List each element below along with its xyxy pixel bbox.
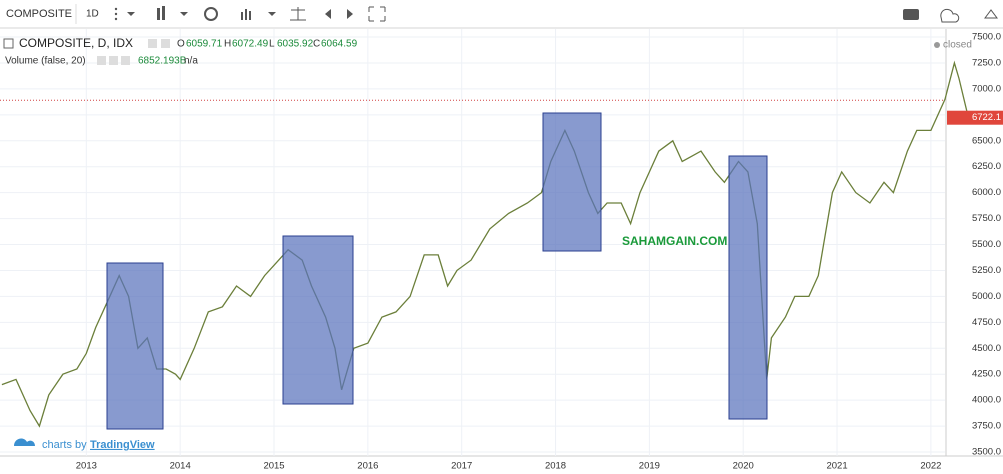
price-axis	[946, 29, 1003, 474]
o-label: O	[177, 39, 185, 50]
y-tick-label: 4000.0	[972, 395, 1001, 406]
x-tick-label: 2021	[826, 461, 847, 472]
watermark: SAHAMGAIN.COM	[622, 234, 727, 248]
y-tick-label: 6000.0	[972, 187, 1001, 198]
legend-title: COMPOSITE, D, IDX	[19, 36, 133, 50]
x-tick-label: 2020	[733, 461, 754, 472]
toolbar	[0, 0, 1003, 28]
c-label: C	[313, 39, 320, 50]
interval-button[interactable]: 1D	[86, 9, 99, 20]
box	[282, 235, 354, 405]
y-tick-label: 5500.0	[972, 239, 1001, 250]
y-tick-label: 6500.0	[972, 135, 1001, 146]
highlight-boxes	[106, 112, 768, 430]
last-price-label: 6722.1	[972, 112, 1001, 123]
y-tick-label: 5750.0	[972, 213, 1001, 224]
y-tick-label: 4500.0	[972, 343, 1001, 354]
y-tick-label: 4750.0	[972, 317, 1001, 328]
legend-icon[interactable]	[148, 39, 157, 48]
x-tick-label: 2018	[545, 461, 566, 472]
x-tick-label: 2022	[920, 461, 941, 472]
x-tick-label: 2016	[357, 461, 378, 472]
volume-value: 6852.193B	[138, 56, 187, 67]
h-label: H	[224, 39, 231, 50]
y-tick-label: 3500.0	[972, 447, 1001, 458]
y-tick-label: 7500.0	[972, 32, 1001, 43]
volume-extra: n/a	[184, 56, 198, 67]
status-dot	[934, 42, 940, 48]
x-tick-label: 2017	[451, 461, 472, 472]
box	[728, 155, 768, 420]
low-value: 6035.92	[277, 39, 314, 50]
market-status: closed	[943, 40, 972, 51]
close-value: 6064.59	[321, 39, 358, 50]
legend-icon[interactable]	[121, 56, 130, 65]
box	[106, 262, 164, 430]
volume-title: Volume (false, 20)	[5, 56, 86, 67]
collapse-icon[interactable]	[3, 38, 14, 49]
y-tick-label: 6250.0	[972, 161, 1001, 172]
symbol-button[interactable]: COMPOSITE	[6, 8, 72, 20]
x-tick-label: 2013	[76, 461, 97, 472]
y-tick-label: 5250.0	[972, 265, 1001, 276]
legend-icon[interactable]	[161, 39, 170, 48]
x-tick-label: 2015	[263, 461, 284, 472]
l-label: L	[269, 39, 275, 50]
x-tick-label: 2019	[639, 461, 660, 472]
last-price-box	[947, 110, 1003, 125]
y-tick-label: 7250.0	[972, 57, 1001, 68]
y-tick-label: 3750.0	[972, 421, 1001, 432]
high-value: 6072.49	[232, 39, 269, 50]
x-tick-label: 2014	[170, 461, 191, 472]
box	[542, 112, 602, 252]
legend-icon[interactable]	[109, 56, 118, 65]
y-tick-label: 5000.0	[972, 291, 1001, 302]
open-value: 6059.71	[186, 39, 223, 50]
toolbar-icons	[114, 6, 998, 23]
y-tick-label: 7000.0	[972, 83, 1001, 94]
branding-link[interactable]: TradingView	[90, 439, 155, 451]
tv-logo	[14, 438, 35, 446]
branding-prefix: charts by	[42, 439, 87, 451]
y-tick-label: 4250.0	[972, 369, 1001, 380]
legend-icon[interactable]	[97, 56, 106, 65]
